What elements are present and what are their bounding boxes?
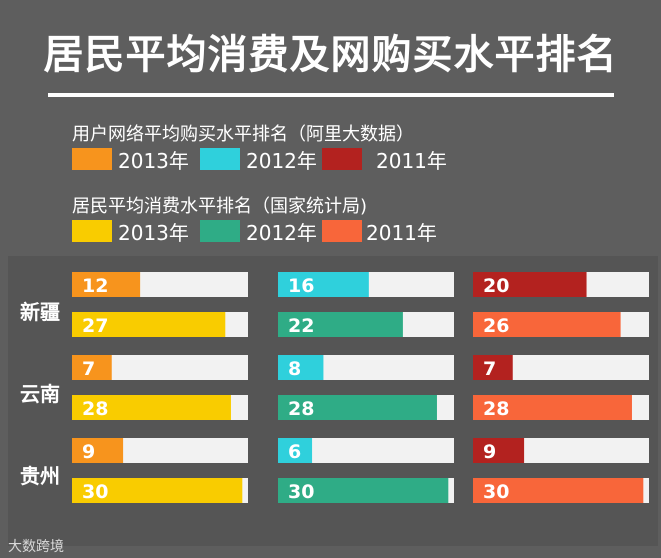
data-label: 22: [288, 315, 314, 337]
legend-group2-title: 居民平均消费水平排名（国家统计局): [72, 196, 368, 217]
data-label: 26: [483, 315, 509, 337]
bar: [278, 395, 437, 420]
data-label: 16: [288, 275, 314, 297]
legend-label: 2012年: [246, 148, 317, 173]
legend-item: 2013年: [72, 146, 189, 173]
legend-swatch: [322, 220, 362, 242]
legend-swatch: [200, 148, 240, 170]
data-label: 9: [483, 441, 496, 463]
legend-swatch: [322, 148, 362, 170]
city-label-yunnan: 云南: [20, 382, 60, 406]
bar: [278, 272, 369, 297]
city-label-guizhou: 贵州: [20, 464, 60, 488]
watermark: 大数跨境: [8, 539, 64, 555]
data-label: 8: [288, 358, 301, 380]
bar: [278, 438, 313, 463]
bar: [473, 355, 513, 380]
legend-item: 2012年: [200, 146, 317, 173]
data-label: 7: [82, 358, 95, 380]
bar: [473, 438, 525, 463]
data-label: 30: [483, 481, 509, 503]
legend-item: 2013年: [72, 218, 189, 245]
city-label-xinjiang: 新疆: [20, 300, 60, 324]
data-label: 20: [483, 275, 509, 297]
bar: [473, 478, 644, 503]
bar: [72, 478, 243, 503]
bar: [278, 355, 324, 380]
bar: [278, 312, 403, 337]
data-label: 28: [82, 398, 108, 420]
legend-label: 2013年: [118, 148, 189, 173]
bar: [473, 395, 632, 420]
data-label: 7: [483, 358, 496, 380]
legend-swatch: [72, 220, 112, 242]
bar: [72, 355, 112, 380]
legend-swatch: [72, 148, 112, 170]
data-label: 12: [82, 275, 108, 297]
legend-label: 2011年: [376, 148, 447, 173]
data-label: 30: [82, 481, 108, 503]
data-label: 6: [288, 441, 301, 463]
legend-item: 2011年: [322, 146, 447, 173]
legend-group1-title: 用户网络平均购买水平排名（阿里大数据）: [72, 124, 414, 145]
legend-label: 2011年: [366, 220, 437, 245]
bar: [473, 312, 621, 337]
legend-label: 2013年: [118, 220, 189, 245]
legend-group1: 2013年 2012年 2011年: [72, 146, 632, 173]
bar: [72, 438, 124, 463]
bar: [72, 395, 231, 420]
bar: [72, 312, 226, 337]
legend-label: 2012年: [246, 220, 317, 245]
legend-item: 2011年: [322, 218, 437, 245]
bar: [473, 272, 587, 297]
chart-title: 居民平均消费及网购买水平排名: [43, 32, 618, 78]
legend-swatch: [200, 220, 240, 242]
legend-group2: 2013年 2012年 2011年: [72, 218, 632, 245]
data-label: 28: [288, 398, 314, 420]
bar: [72, 272, 141, 297]
data-label: 30: [288, 481, 314, 503]
data-label: 27: [82, 315, 108, 337]
bar: [278, 478, 449, 503]
legend-item: 2012年: [200, 218, 317, 245]
data-label: 9: [82, 441, 95, 463]
title-divider: [48, 93, 614, 97]
data-label: 28: [483, 398, 509, 420]
